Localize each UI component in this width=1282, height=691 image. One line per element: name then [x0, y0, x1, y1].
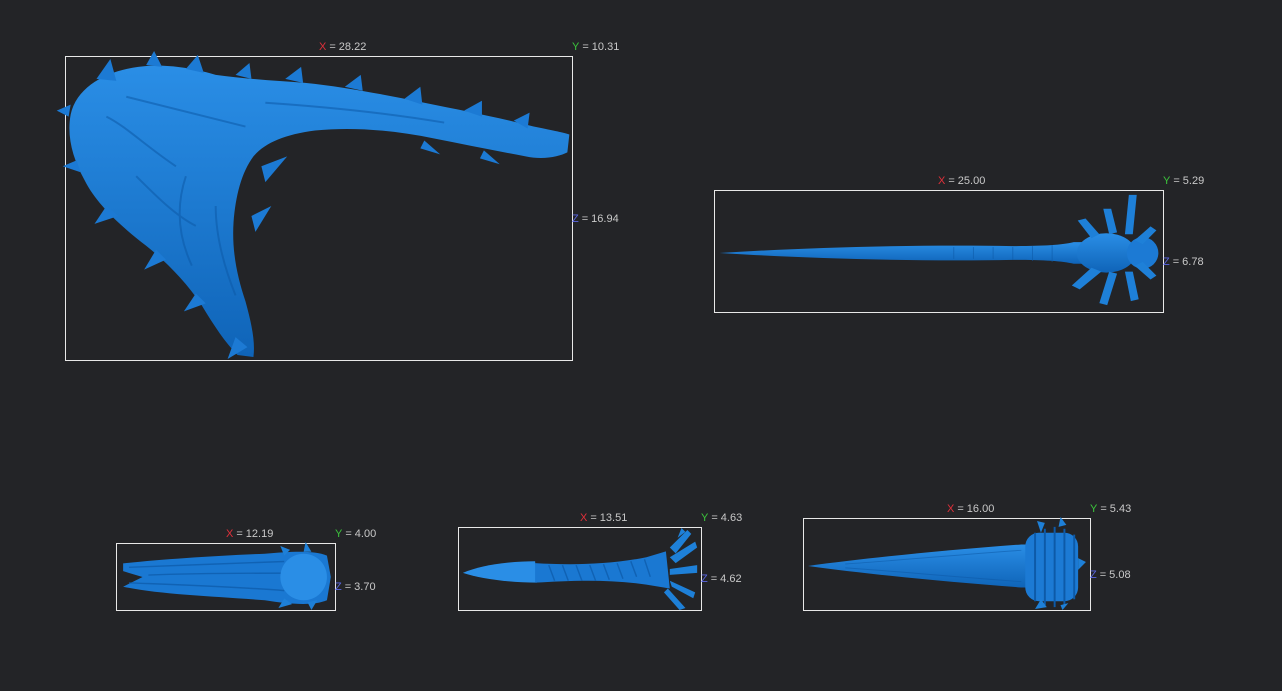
model-1-y-value: 10.31	[591, 41, 620, 53]
model-5-mesh[interactable]	[804, 517, 1090, 610]
model-3-z-label: Z = 3.70	[335, 581, 376, 593]
model-5-y-value: 5.43	[1109, 503, 1132, 515]
model-3-x-label: X = 12.19	[226, 528, 274, 540]
model-3-y-value: 4.00	[354, 528, 377, 540]
bounding-box-model-4	[458, 527, 702, 611]
model-5-x-label: X = 16.00	[947, 503, 995, 515]
model-2-x-value: 25.00	[957, 175, 986, 187]
bounding-box-model-1	[56, 51, 573, 361]
model-4-x-label: X = 13.51	[580, 512, 628, 524]
model-5-z-label: Z = 5.08	[1090, 569, 1131, 581]
bounding-box-model-2	[714, 190, 1164, 313]
model-2-z-value: 6.78	[1182, 256, 1204, 268]
model-5-z-value: 5.08	[1109, 569, 1131, 581]
model-5-x-value: 16.00	[966, 503, 995, 515]
model-1-x-label: X = 28.22	[319, 41, 367, 53]
model-3-y-label: Y = 4.00	[335, 528, 377, 540]
model-4-z-value: 4.62	[720, 573, 742, 585]
model-1-mesh[interactable]	[56, 51, 572, 360]
model-1-y-label: Y = 10.31	[572, 41, 620, 53]
model-1-x-value: 28.22	[338, 41, 367, 53]
model-3-z-value: 3.70	[354, 581, 376, 593]
model-2-y-label: Y = 5.29	[1163, 175, 1205, 187]
model-4-x-value: 13.51	[599, 512, 628, 524]
model-4-y-label: Y = 4.63	[701, 512, 743, 524]
model-3-mesh[interactable]	[117, 542, 335, 610]
model-4-mesh[interactable]	[459, 528, 701, 610]
model-2-y-value: 5.29	[1182, 175, 1205, 187]
model-2-mesh[interactable]	[715, 191, 1163, 312]
bounding-box-model-5	[803, 517, 1091, 611]
model-2-z-label: Z = 6.78	[1163, 256, 1204, 268]
model-2-x-label: X = 25.00	[938, 175, 986, 187]
model-1-z-value: 16.94	[591, 213, 619, 225]
bounding-box-model-3	[116, 542, 336, 611]
model-4-y-value: 4.63	[720, 512, 743, 524]
model-5-y-label: Y = 5.43	[1090, 503, 1132, 515]
model-1-z-label: Z = 16.94	[572, 213, 619, 225]
model-3-x-value: 12.19	[245, 528, 274, 540]
model-4-z-label: Z = 4.62	[701, 573, 742, 585]
